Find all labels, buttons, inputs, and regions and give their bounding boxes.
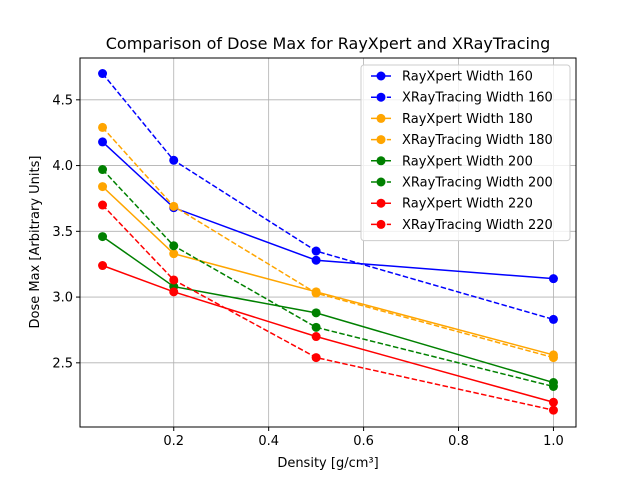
y-tick-label: 4.0	[52, 159, 73, 174]
plot-frame	[79, 57, 577, 428]
legend-entry: XRayTracing Width 220	[371, 218, 553, 233]
series-line	[102, 186, 554, 356]
series-layer	[98, 69, 558, 415]
legend-box	[360, 64, 571, 242]
legend-marker	[376, 113, 386, 123]
x-tick-label: 0.2	[163, 434, 184, 449]
data-point	[311, 246, 321, 256]
data-point	[311, 308, 321, 318]
x-tick-label: 0.6	[353, 434, 374, 449]
y-tick-label: 4.5	[52, 93, 73, 108]
data-point	[548, 381, 558, 391]
data-point	[548, 405, 558, 415]
x-axis: 0.2 0.4 0.6 0.8 1.0	[163, 427, 564, 449]
series-line	[102, 204, 554, 411]
legend-marker	[376, 71, 386, 81]
legend-label: XRayTracing Width 180	[402, 133, 553, 148]
data-point	[169, 155, 179, 165]
legend-entry: XRayTracing Width 200	[371, 176, 553, 191]
data-point	[98, 69, 108, 79]
y-tick-label: 3.0	[52, 291, 73, 306]
data-point	[311, 332, 321, 342]
legend-marker	[376, 177, 386, 187]
y-tick-label: 2.5	[52, 356, 73, 371]
data-point	[311, 255, 321, 265]
data-point	[98, 200, 108, 210]
legend-label: XRayTracing Width 200	[402, 176, 553, 191]
y-axis-label: Dose Max [Arbitrary Units]	[28, 156, 43, 329]
legend-label: RayXpert Width 180	[402, 112, 533, 127]
data-point	[98, 261, 108, 271]
legend-marker	[376, 219, 386, 229]
data-point	[548, 314, 558, 324]
x-tick-label: 1.0	[543, 434, 564, 449]
x-tick-label: 0.8	[448, 434, 469, 449]
legend-label: RayXpert Width 200	[402, 154, 533, 169]
series-6	[98, 165, 558, 391]
series-line	[102, 235, 554, 384]
data-point	[169, 249, 179, 259]
data-point	[548, 353, 558, 363]
data-point	[169, 275, 179, 285]
data-point	[548, 397, 558, 407]
chart-title: Comparison of Dose Max for RayXpert and …	[106, 34, 550, 53]
data-point	[169, 241, 179, 251]
data-point	[98, 137, 108, 147]
series-line	[102, 141, 554, 280]
legend-label: RayXpert Width 160	[402, 70, 533, 85]
y-axis: 2.5 3.0 3.5 4.0 4.5	[52, 93, 80, 371]
legend-label: XRayTracing Width 160	[402, 91, 553, 106]
x-tick-label: 0.4	[258, 434, 279, 449]
series-line	[101, 169, 554, 388]
series-7	[98, 261, 558, 407]
legend-label: XRayTracing Width 220	[402, 218, 553, 233]
legend-entry: XRayTracing Width 180	[371, 133, 553, 148]
data-point	[98, 182, 108, 192]
legend-marker	[376, 198, 386, 208]
data-point	[98, 165, 108, 175]
series-4	[98, 122, 558, 363]
series-line	[102, 264, 554, 404]
data-point	[311, 353, 321, 363]
data-point	[311, 288, 321, 298]
legend-entry: RayXpert Width 180	[371, 112, 533, 127]
series-8	[98, 200, 558, 415]
x-axis-label: Density [g/cm³]	[277, 456, 378, 471]
data-point	[548, 274, 558, 284]
legend-label: RayXpert Width 220	[402, 197, 533, 212]
data-point	[169, 287, 179, 297]
legend: RayXpert Width 160 XRayTracing Width 160 R…	[360, 64, 571, 242]
series-line	[101, 126, 554, 359]
legend-marker	[376, 92, 386, 102]
legend-marker	[376, 156, 386, 166]
legend-entry: RayXpert Width 220	[371, 197, 533, 212]
legend-entry: XRayTracing Width 160	[371, 91, 553, 106]
data-point	[98, 232, 108, 242]
data-point	[169, 201, 179, 211]
series-2	[98, 69, 558, 324]
y-tick-label: 3.5	[52, 225, 73, 240]
legend-marker	[376, 135, 386, 145]
legend-entry: RayXpert Width 200	[371, 154, 533, 169]
data-point	[311, 322, 321, 332]
data-point	[98, 122, 108, 132]
series-line	[101, 73, 554, 321]
legend-entry: RayXpert Width 160	[371, 70, 533, 85]
